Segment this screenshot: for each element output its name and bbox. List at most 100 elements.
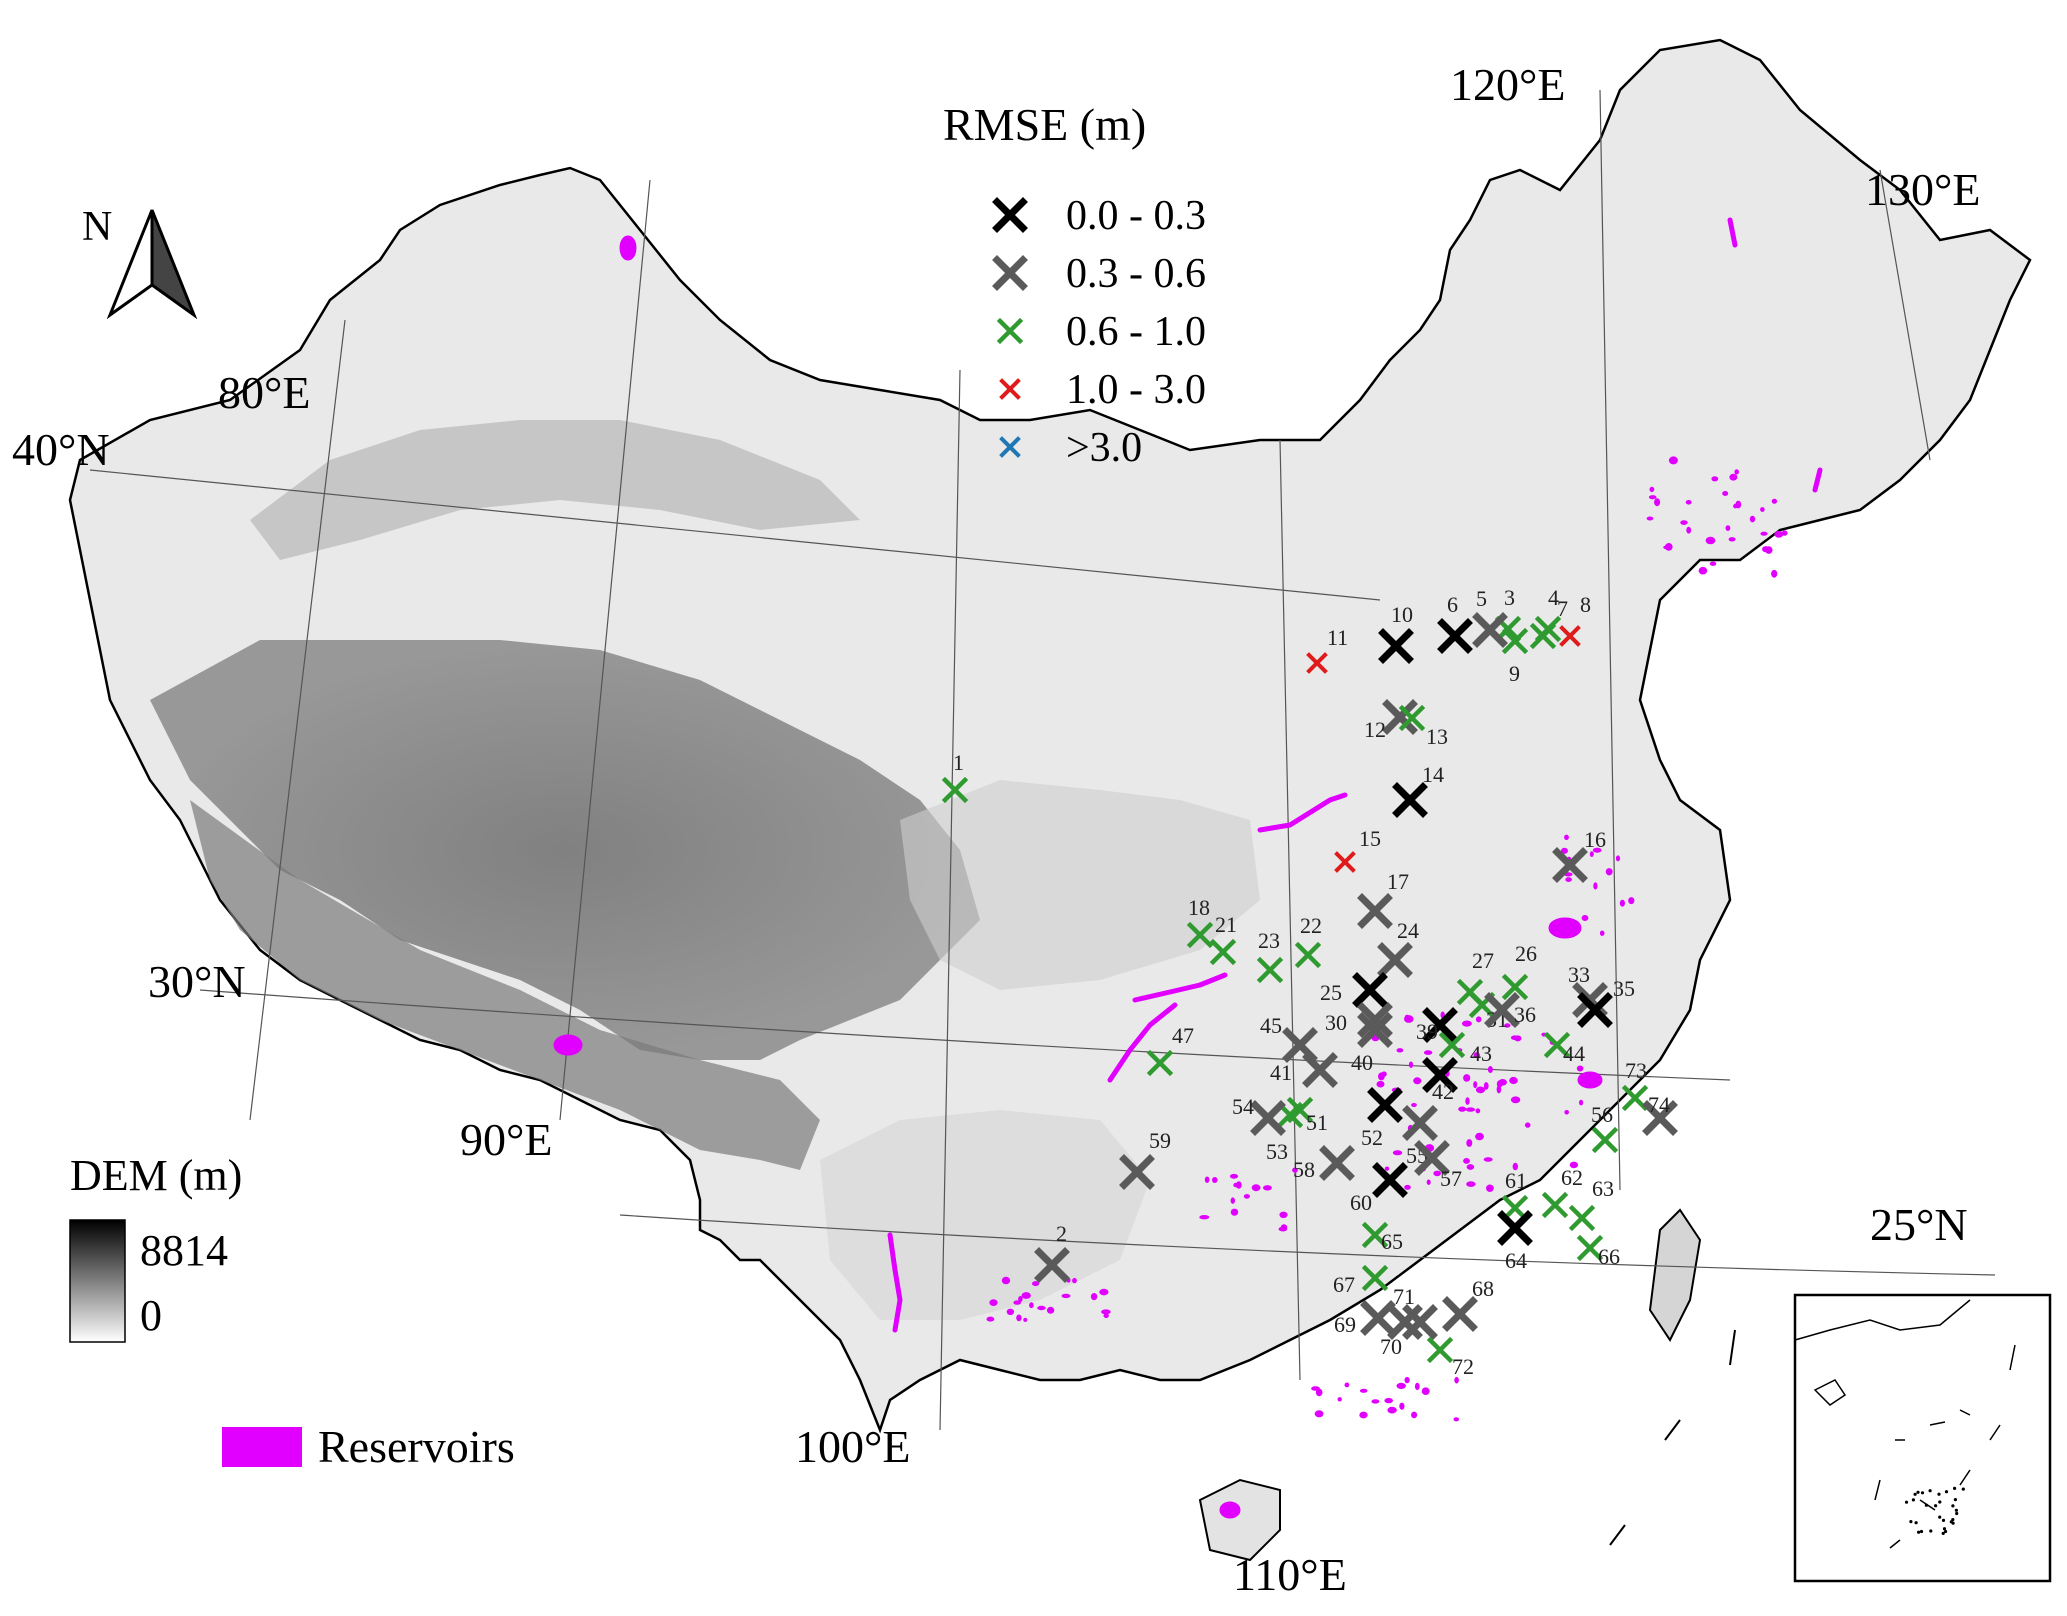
reservoir-blob (1376, 1080, 1385, 1088)
station-label-26: 26 (1515, 941, 1537, 966)
legend-label-1: 0.3 - 0.6 (1066, 251, 1206, 297)
reservoir-blob (1018, 1296, 1023, 1302)
reservoir-swatch (222, 1427, 302, 1467)
station-marker-9 (1501, 627, 1529, 655)
reservoir-blob (1698, 566, 1708, 575)
station-marker-17 (1357, 893, 1393, 929)
reservoir-blob (1466, 1181, 1476, 1187)
reservoir-blob (1680, 520, 1688, 525)
island-dot (1951, 1504, 1955, 1508)
station-marker-66 (1576, 1234, 1604, 1262)
reservoir-blob (1408, 1061, 1414, 1068)
lat-label-40n: 40°N (12, 424, 110, 475)
lon-label-90e: 90°E (460, 1114, 553, 1165)
reservoir-blob (1628, 897, 1635, 905)
station-marker-44 (1543, 1031, 1571, 1059)
station-label-45: 45 (1260, 1013, 1282, 1038)
station-marker-72 (1426, 1336, 1454, 1364)
reservoir-blob (1426, 1179, 1431, 1185)
island-dot (1949, 1520, 1953, 1524)
lat-label-25n: 25°N (1870, 1199, 1968, 1250)
station-label-30: 30 (1325, 1010, 1347, 1035)
reservoir-blob (1668, 456, 1678, 465)
station-label-47: 47 (1172, 1023, 1194, 1048)
reservoir-blob (1103, 1313, 1109, 1319)
island-dot (1953, 1498, 1957, 1502)
reservoir-blob (1483, 1082, 1489, 1090)
station-label-40: 40 (1351, 1050, 1373, 1075)
station-label-71: 71 (1393, 1284, 1415, 1309)
station-marker-18 (1186, 921, 1214, 949)
station-marker-6 (1437, 618, 1473, 654)
taiwan (1648, 1208, 1702, 1342)
island-dot (1929, 1529, 1933, 1533)
reservoir-blob (1384, 1397, 1393, 1404)
station-marker-16 (1552, 847, 1588, 883)
station-label-4: 4 (1548, 585, 1559, 610)
tibetan-plateau-shading (150, 640, 980, 1060)
island-dot (1937, 1492, 1941, 1496)
station-marker-69 (1360, 1300, 1396, 1336)
reservoir-blob (1072, 1277, 1077, 1284)
reservoir-blob (1465, 1097, 1470, 1105)
reservoir-blob (1475, 1016, 1482, 1023)
island-dot (1934, 1504, 1938, 1508)
station-label-33: 33 (1568, 962, 1590, 987)
island-dot (1961, 1487, 1965, 1491)
reservoir-features (553, 217, 1823, 1519)
lon-label-110e: 110°E (1233, 1549, 1347, 1600)
station-marker-65 (1361, 1221, 1389, 1249)
south-china-sea-inset (1793, 1293, 2052, 1583)
station-marker-11 (1306, 652, 1328, 674)
reservoir-blob (1006, 1308, 1015, 1316)
station-marker-14 (1392, 782, 1428, 818)
station-marker-42 (1422, 1057, 1458, 1093)
reservoir-legend-label: Reservoirs (318, 1421, 515, 1472)
reservoir-blob (1705, 536, 1716, 545)
station-marker-10 (1378, 628, 1414, 664)
reservoir-blob (1204, 1176, 1210, 1183)
station-label-15: 15 (1359, 826, 1381, 851)
station-marker-15 (1334, 851, 1356, 873)
reservoir-blob (1061, 1293, 1071, 1299)
station-label-65: 65 (1381, 1229, 1403, 1254)
island-dot (1904, 1500, 1909, 1504)
station-marker-23 (1256, 956, 1284, 984)
reservoir-blob (1592, 847, 1602, 853)
reservoir-blob (1599, 930, 1605, 936)
station-marker-7 (1529, 622, 1557, 650)
lon-label-80e: 80°E (218, 367, 311, 418)
island-dot (1920, 1491, 1925, 1495)
reservoir-blob (1564, 834, 1569, 840)
reservoir-blob (1279, 1211, 1288, 1219)
station-marker-52 (1367, 1087, 1403, 1123)
reservoir-blob (1569, 1161, 1579, 1169)
station-label-68: 68 (1472, 1276, 1494, 1301)
station-label-11: 11 (1327, 625, 1348, 650)
reservoir-blob (1404, 1014, 1410, 1019)
reservoir-blob (1475, 1086, 1486, 1094)
reservoir-blob (1593, 882, 1598, 890)
island-dot (1917, 1530, 1921, 1534)
reservoir-blob (1760, 507, 1765, 512)
reservoir-blob (1371, 1399, 1380, 1404)
station-marker-36 (1484, 992, 1520, 1028)
reservoir-blob (1463, 1074, 1471, 1082)
reservoir-blob (1496, 1085, 1502, 1094)
reservoir-blob (1729, 473, 1738, 481)
reservoir-blob (1473, 1081, 1478, 1089)
reservoir-blob (1648, 495, 1657, 500)
station-marker-24 (1377, 942, 1413, 978)
station-label-3: 3 (1504, 585, 1515, 610)
reservoir-blob (1686, 526, 1692, 534)
station-marker-55 (1402, 1105, 1438, 1141)
legend-marker-2 (996, 317, 1024, 345)
reservoir-blob (1090, 1293, 1098, 1301)
station-marker-64 (1497, 1210, 1533, 1246)
reservoir-blob (1510, 1096, 1521, 1104)
station-marker-13 (1398, 704, 1426, 732)
reservoir-blob (1565, 877, 1572, 882)
station-label-10: 10 (1391, 602, 1413, 627)
reservoir-blob (1509, 1076, 1518, 1085)
